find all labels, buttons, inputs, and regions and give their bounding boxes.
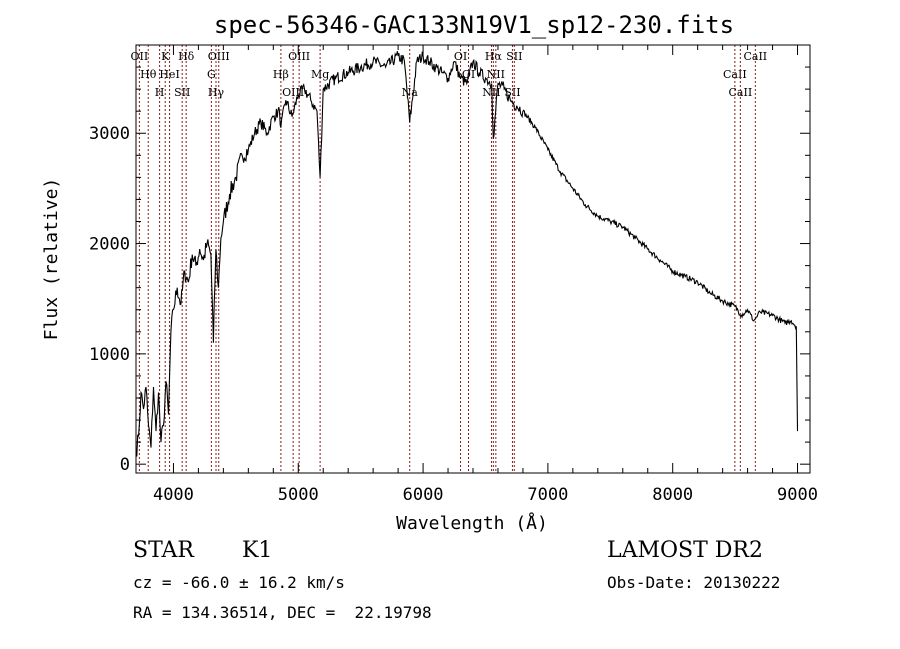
line-label-4: HeI — [159, 68, 179, 81]
line-label-5: SII — [174, 86, 190, 99]
line-label-13: Mg — [311, 68, 329, 81]
line-label-7: G — [207, 68, 216, 81]
x-tick-label-3: 7000 — [527, 485, 568, 505]
coordinates: RA = 134.36514, DEC = 22.19798 — [133, 603, 432, 622]
line-label-12: OIII — [288, 50, 310, 63]
spectrum-series — [135, 51, 799, 457]
spectral-line-markers: OIIHθHKHeISIIHδGHγOIIIHβOIIIOIIIMgNaOIOI… — [131, 45, 767, 473]
line-label-8: Hγ — [208, 86, 225, 99]
x-tick-label-5: 9000 — [777, 485, 818, 505]
line-label-1: Hθ — [140, 68, 157, 81]
line-label-14: Na — [402, 86, 419, 99]
line-label-3: K — [161, 50, 170, 63]
line-label-18: Hα — [485, 50, 503, 63]
line-label-9: OIII — [208, 50, 230, 63]
y-tick-label-2: 2000 — [89, 235, 130, 255]
object-subclass: K1 — [242, 538, 273, 563]
chart-title: spec-56346-GAC133N19V1_sp12-230.fits — [214, 11, 734, 39]
line-label-10: Hβ — [273, 68, 289, 81]
redshift-value: cz = -66.0 ± 16.2 km/s — [133, 573, 345, 592]
x-tick-label-4: 8000 — [652, 485, 693, 505]
line-label-15: OI — [454, 50, 467, 63]
line-label-24: CaII — [743, 50, 767, 63]
x-tick-label-1: 5000 — [278, 485, 319, 505]
x-tick-label-0: 4000 — [153, 485, 194, 505]
x-axis-label: Wavelength (Å) — [396, 512, 548, 534]
line-label-21: SII — [506, 50, 522, 63]
x-tick-label-2: 6000 — [403, 485, 444, 505]
observation-date: Obs-Date: 20130222 — [607, 573, 781, 592]
line-label-0: OII — [131, 50, 149, 63]
y-tick-label-1: 1000 — [89, 345, 130, 365]
line-label-22: CaII — [723, 68, 747, 81]
line-label-6: Hδ — [178, 50, 195, 63]
line-label-19: NII — [487, 68, 505, 81]
object-class: STAR — [133, 538, 194, 563]
y-axis-label: Flux (relative) — [41, 178, 62, 341]
survey-name: LAMOST DR2 — [607, 538, 763, 563]
line-label-23: CaII — [729, 86, 753, 99]
y-tick-label-0: 0 — [120, 455, 130, 475]
line-label-2: H — [155, 86, 165, 99]
spectrum-line — [135, 51, 799, 457]
plot-frame — [135, 44, 811, 474]
axes: 4000 5000 6000 7000 8000 9000 0 1000 2000 3000 — [89, 45, 818, 505]
y-tick-label-3: 3000 — [89, 124, 130, 144]
